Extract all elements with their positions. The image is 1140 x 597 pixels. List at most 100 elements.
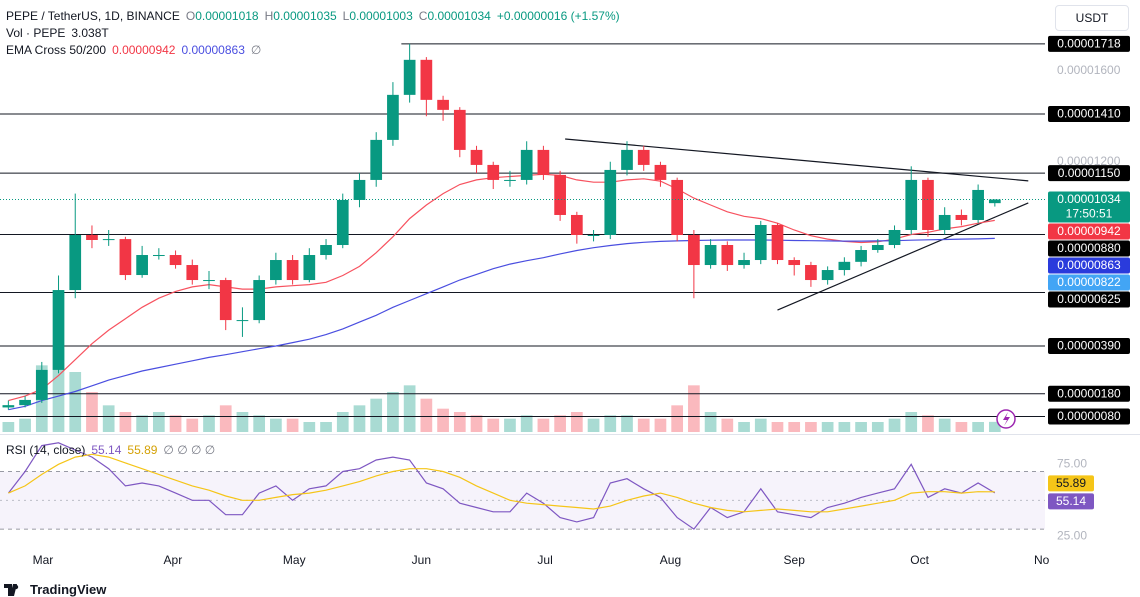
candle-body: [19, 399, 31, 406]
price-label-box: [1048, 191, 1130, 223]
rsi-value: 55.14: [91, 443, 122, 457]
volume-bar: [136, 415, 148, 432]
volume-bar: [437, 408, 449, 432]
volume-bar: [203, 415, 215, 432]
ema50-value: 0.00000942: [112, 43, 176, 57]
brand-logo: [4, 583, 19, 596]
candle-body: [838, 261, 851, 271]
volume-bar: [654, 418, 667, 432]
volume-bar: [688, 385, 700, 432]
volume-bar: [788, 422, 801, 432]
volume-bar: [871, 422, 884, 432]
volume-bar: [253, 415, 266, 432]
rsi-label: 55.14: [1056, 494, 1086, 508]
volume-bar: [721, 418, 734, 432]
volume-bar: [537, 418, 550, 432]
ohlc-label: L: [342, 9, 350, 23]
candle-body: [2, 405, 15, 408]
ema-line: [8, 237, 995, 411]
ohlc-label: H: [264, 9, 274, 23]
volume-bar: [52, 348, 65, 432]
candle-body: [922, 179, 934, 230]
candle-body: [520, 149, 533, 180]
candle-body: [771, 224, 784, 261]
candle-body: [587, 234, 600, 236]
countdown: 17:50:51: [1066, 207, 1113, 221]
volume-bar: [370, 398, 383, 432]
candle-body: [303, 255, 316, 281]
price-label-box: [1048, 105, 1130, 122]
candle-body: [654, 164, 667, 180]
volume-bar: [270, 418, 282, 432]
candle-body: [437, 99, 449, 110]
candle-body: [905, 179, 918, 230]
price-label: 0.00000942: [1057, 224, 1121, 238]
volume-bar: [286, 418, 299, 432]
volume-bar: [69, 372, 82, 432]
ohlc-value: 0.00001018: [195, 9, 259, 23]
volume-bar: [621, 415, 633, 432]
rsi-label-box: [1048, 475, 1094, 492]
volume-bar: [587, 418, 600, 432]
rsi-ma-value: 55.89: [127, 443, 158, 457]
candle-body: [270, 260, 282, 281]
volume-bar: [972, 422, 984, 432]
candle-body: [754, 224, 767, 261]
volume-bar: [888, 418, 901, 432]
candle-body: [821, 270, 834, 281]
candle-body: [186, 265, 199, 281]
price-label-box: [1048, 223, 1130, 240]
price-label-box: [1048, 291, 1130, 308]
brand: TradingView: [4, 582, 106, 597]
volume-bar: [320, 422, 332, 432]
candle-body: [955, 214, 968, 220]
price-label: 0.00000822: [1057, 275, 1121, 289]
trendline: [777, 202, 1029, 311]
volume-bar: [738, 422, 750, 432]
volume-bar: [671, 405, 684, 432]
price-label: 0.00000390: [1057, 339, 1121, 353]
price-label: 0.00001034: [1057, 192, 1121, 206]
candle-body: [637, 149, 650, 165]
price-label: 0.00000180: [1057, 386, 1121, 400]
candle-body: [119, 239, 132, 276]
currency-button[interactable]: USDT: [1055, 5, 1129, 31]
rsi-extra: ∅ ∅ ∅ ∅: [163, 443, 216, 457]
candle-body: [152, 255, 165, 257]
candle-body: [236, 320, 249, 322]
price-axis: 0.00001600 0.00001200 0.00001718 0.00001410…: [1048, 35, 1130, 542]
ohlc-value: 0.00001034: [427, 9, 491, 23]
ema200-value: 0.00000863: [181, 43, 245, 57]
candle-body: [320, 245, 332, 256]
volume-bar: [570, 412, 583, 432]
candle-body: [554, 174, 566, 215]
x-tick-label: May: [283, 553, 306, 567]
volume-bar: [303, 422, 316, 432]
rsi-ma-line: [8, 453, 995, 513]
price-label-box: [1048, 338, 1130, 355]
ohlc-label: O: [185, 9, 196, 23]
candle-body: [286, 260, 299, 281]
volume-bar: [554, 415, 566, 432]
candle-body: [336, 199, 349, 246]
price-label-box: [1048, 408, 1130, 425]
price-label-box: [1048, 385, 1130, 402]
volume-bar: [86, 392, 98, 432]
x-tick-label: Jun: [412, 553, 431, 567]
volume-bar: [353, 405, 366, 432]
volume-bar: [453, 412, 466, 432]
price-label: 0.00001718: [1057, 37, 1121, 51]
candle-body: [169, 255, 182, 266]
rsi-label: 55.89: [1056, 476, 1086, 490]
candle-body: [604, 169, 617, 235]
volume-bar: [152, 412, 165, 432]
x-tick-label: Sep: [784, 553, 806, 567]
candle-body: [671, 179, 684, 235]
volume-bar: [905, 412, 918, 432]
candle-body: [704, 245, 717, 266]
volume-bar: [2, 422, 15, 432]
volume-bar: [520, 415, 533, 432]
volume-bar: [637, 418, 650, 432]
